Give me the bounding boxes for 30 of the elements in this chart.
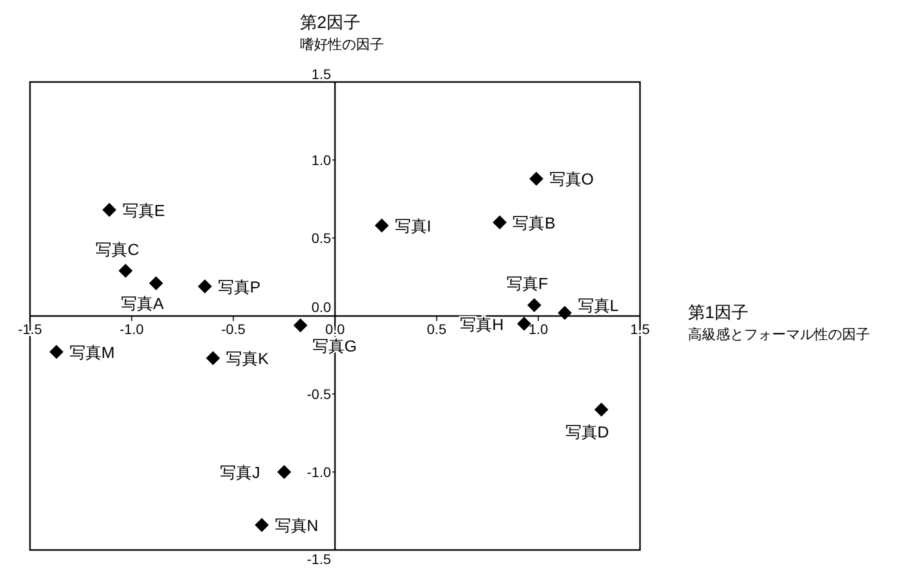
y-tick-label: 1.5 xyxy=(312,66,332,82)
annotation: 写真O xyxy=(549,170,594,189)
annotation: 写真L xyxy=(578,296,619,315)
y-tick-label: 0.0 xyxy=(312,299,332,315)
y-axis-title: 第2因子 xyxy=(300,13,360,32)
annotation: 写真I xyxy=(394,218,432,236)
text: 嗜好性の因子 xyxy=(300,36,384,52)
y-tick-label: -1.0 xyxy=(306,464,332,480)
annotation: 写真B xyxy=(512,214,556,232)
annotation: 写真K xyxy=(226,350,269,368)
x-axis-title: 第1因子 xyxy=(688,303,748,322)
annotation: 写真A xyxy=(121,295,164,314)
annotation: 写真D xyxy=(565,424,609,442)
x-tick-label: 0.5 xyxy=(426,321,447,337)
annotation: 写真F xyxy=(506,275,548,294)
y-tick-label: -0.5 xyxy=(306,386,332,402)
y-tick-label: -1.5 xyxy=(306,551,332,567)
y-tick-label: 0.5 xyxy=(312,230,332,246)
x-tick-label: -1.0 xyxy=(120,321,144,337)
x-tick-label: 1.0 xyxy=(528,321,548,337)
annotation: 写真J xyxy=(220,464,260,482)
annotation: 写真E xyxy=(122,202,165,220)
annotation: 写真M xyxy=(69,344,115,362)
annotation: 写真C xyxy=(96,240,140,259)
annotation: 写真N xyxy=(274,517,318,536)
annotation: 写真H xyxy=(460,316,504,334)
annotation: 写真P xyxy=(218,278,261,296)
y-tick-label: 1.0 xyxy=(312,152,332,168)
text: 高級感とフォーマル性の因子 xyxy=(688,326,870,342)
x-tick-label: -0.5 xyxy=(221,321,246,337)
